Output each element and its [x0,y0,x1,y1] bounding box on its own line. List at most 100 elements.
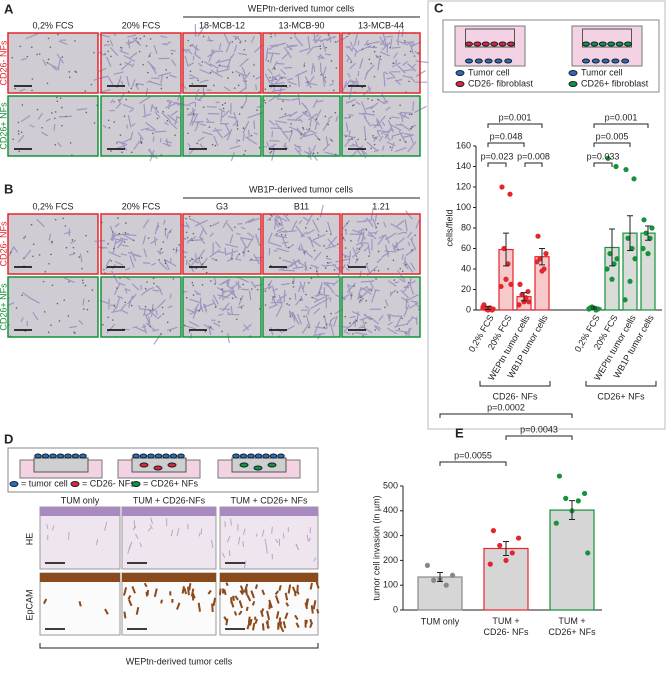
pore [47,331,50,334]
pore [113,121,116,123]
legend-label: Tumor cell [581,67,623,77]
pore [264,304,267,306]
data-point [539,268,545,274]
y-tick-label: 300 [383,530,398,540]
pore [187,132,189,135]
pore [231,257,233,260]
pore [398,328,400,330]
error-bar [503,232,509,267]
cell-icon [607,41,616,47]
cell-icon [247,453,255,459]
pore [396,291,399,293]
invading-cells [221,518,317,569]
x-tick-label: TUM + CD26- NFs [483,616,529,637]
footer-label: WEPtn-derived tumor cells [126,656,233,666]
pore [54,117,56,120]
pore [330,139,333,142]
cell-texture [179,276,268,344]
pore [239,41,241,44]
y-tick-label: 120 [456,181,471,191]
panel-label: B [4,181,13,196]
pore [184,256,186,258]
pore [401,317,403,320]
pore [195,267,198,270]
group-bracket [479,381,551,387]
data-point [485,307,491,313]
significance-bracket [487,123,543,128]
pore [209,71,212,74]
pore [352,333,354,335]
micrograph-border [182,213,262,275]
legend-label: CD26+ fibroblast [581,78,649,88]
pore [21,294,23,296]
pore [187,39,189,42]
pore [90,83,93,86]
pore [71,239,74,241]
pore [155,107,158,109]
cell-icon [34,453,42,459]
pore [47,58,50,61]
pore [120,46,122,49]
y-axis-label: tumor cell invasion (in µm) [371,495,381,600]
pore [351,104,354,107]
data-point [553,520,559,526]
data-point [508,281,514,287]
pore [188,215,191,218]
y-tick-label: 400 [383,505,398,515]
legend-label: = tumor cell [21,478,68,488]
error-bar [627,215,633,252]
group-bracket [39,643,319,649]
bar [640,232,656,311]
data-point [643,230,649,236]
cell-icon [139,453,148,459]
histology [39,506,121,570]
pore [238,74,241,77]
pore [236,124,239,127]
cell-icon [239,453,248,459]
data-point [503,276,509,282]
cell-icon [474,58,483,64]
pore [11,56,14,59]
pore [316,152,319,154]
pore [36,53,38,56]
bar [417,576,463,611]
error-bar [569,500,575,520]
pore [191,258,193,261]
data-point [431,577,437,583]
pore [24,235,27,238]
pore [404,54,406,56]
panel-label: A [4,1,14,16]
micrograph [263,96,340,156]
pore [124,301,127,304]
data-point [614,256,620,262]
pore [221,330,223,333]
pore [401,270,404,273]
pore [178,244,181,246]
micrograph-border [262,95,341,157]
panel-label: C [434,0,444,15]
pore [333,269,336,271]
cell-icon [598,41,607,47]
pore [410,113,413,116]
pore [189,70,192,73]
micrograph-border [341,95,421,157]
data-point [629,245,635,252]
pore [374,329,376,331]
pore [74,332,76,334]
pore [237,84,240,87]
cell-texture [264,31,337,92]
pore [164,262,167,264]
pore [313,249,316,252]
cell-icon [269,453,278,459]
pore [413,55,416,57]
pore [317,137,320,140]
cell-icon [139,462,149,468]
pore [21,104,24,106]
pore [320,73,322,76]
pore [125,222,127,224]
pore [389,146,392,149]
pore [301,126,304,129]
pore [245,80,247,82]
pore [93,51,95,54]
pore [183,324,186,327]
